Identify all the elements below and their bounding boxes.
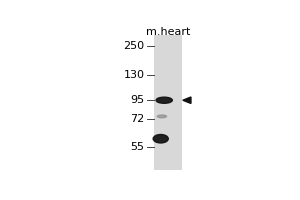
Bar [154,35,182,170]
Ellipse shape [153,134,168,143]
Text: 130: 130 [124,70,145,80]
Text: 95: 95 [130,95,145,105]
Ellipse shape [156,97,172,103]
Text: 250: 250 [123,41,145,51]
Text: 55: 55 [130,142,145,152]
Ellipse shape [157,115,167,118]
Polygon shape [183,97,191,103]
Text: m.heart: m.heart [146,27,190,37]
Text: 72: 72 [130,114,145,124]
